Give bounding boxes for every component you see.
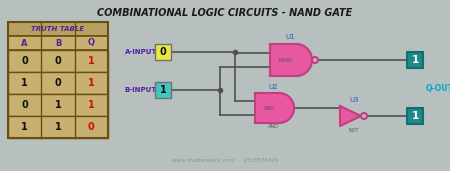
- Text: AND: AND: [264, 106, 275, 110]
- Text: AND: AND: [268, 124, 279, 129]
- Text: 1: 1: [54, 100, 61, 110]
- Text: 1: 1: [88, 100, 94, 110]
- Polygon shape: [279, 93, 294, 123]
- Text: U2: U2: [269, 84, 278, 90]
- Text: A: A: [22, 38, 28, 48]
- Polygon shape: [296, 44, 312, 76]
- Bar: [8, 22, 108, 138]
- Bar: [8, 22, 108, 36]
- Text: Q-OUTPUT: Q-OUTPUT: [426, 83, 450, 93]
- Text: 0: 0: [54, 56, 61, 66]
- Text: COMBINATIONAL LOGIC CIRCUITS - NAND GATE: COMBINATIONAL LOGIC CIRCUITS - NAND GATE: [97, 8, 353, 18]
- Text: 1: 1: [88, 56, 94, 66]
- Bar: [8, 72, 108, 94]
- Bar: [8, 36, 108, 50]
- Text: B: B: [55, 38, 61, 48]
- Text: 1: 1: [21, 78, 28, 88]
- Bar: [8, 94, 108, 116]
- Bar: [8, 50, 108, 72]
- Text: 1: 1: [54, 122, 61, 132]
- Bar: [255, 93, 279, 123]
- Text: Q: Q: [88, 38, 95, 48]
- Text: 1: 1: [411, 55, 418, 65]
- Text: 0: 0: [21, 100, 28, 110]
- Text: B-INPUT: B-INPUT: [125, 87, 157, 93]
- Text: U1: U1: [285, 34, 295, 40]
- Bar: [407, 108, 423, 124]
- Text: TRUTH TABLE: TRUTH TABLE: [32, 26, 85, 32]
- Text: NOT: NOT: [349, 128, 359, 133]
- Text: 0: 0: [54, 78, 61, 88]
- Bar: [155, 82, 171, 98]
- Text: NAND: NAND: [278, 57, 293, 62]
- Text: 1: 1: [411, 111, 418, 121]
- Text: 1: 1: [21, 122, 28, 132]
- Text: A-INPUT: A-INPUT: [125, 49, 157, 55]
- Bar: [270, 44, 296, 76]
- Text: U3: U3: [349, 97, 359, 103]
- Text: 0: 0: [21, 56, 28, 66]
- Text: 1: 1: [88, 78, 94, 88]
- Text: 0: 0: [88, 122, 94, 132]
- Polygon shape: [340, 106, 361, 126]
- Bar: [8, 116, 108, 138]
- Text: www.shutterstock.com  ·  2528578409: www.shutterstock.com · 2528578409: [172, 158, 278, 163]
- Bar: [407, 52, 423, 68]
- Bar: [155, 44, 171, 60]
- Text: 1: 1: [160, 85, 166, 95]
- Text: 0: 0: [160, 47, 166, 57]
